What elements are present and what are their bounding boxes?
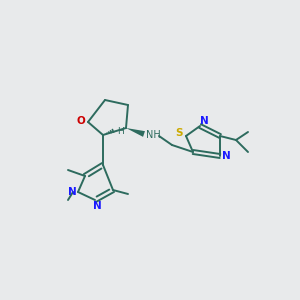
Text: NH: NH	[146, 130, 160, 140]
Text: O: O	[76, 116, 85, 126]
Text: S: S	[175, 128, 183, 138]
Text: H: H	[117, 127, 123, 136]
Text: N: N	[68, 187, 76, 197]
Text: N: N	[222, 151, 230, 161]
Polygon shape	[126, 128, 145, 137]
Text: N: N	[93, 201, 101, 211]
Text: N: N	[200, 116, 208, 126]
